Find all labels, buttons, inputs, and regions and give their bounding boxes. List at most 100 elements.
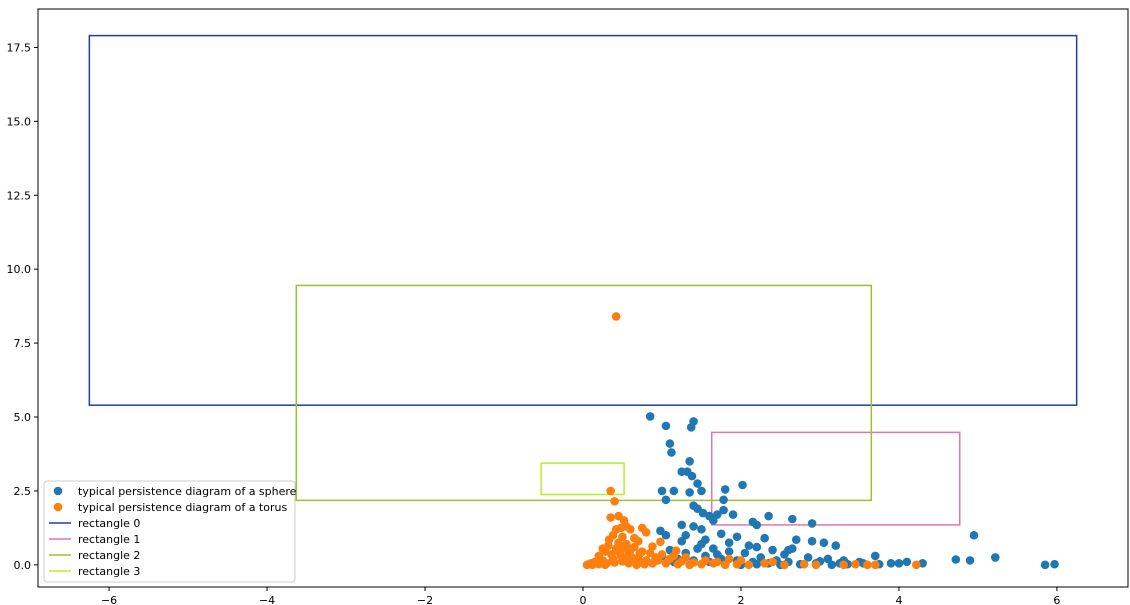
sphere-point [667, 448, 676, 457]
sphere-point [788, 544, 797, 553]
sphere-point [760, 533, 769, 543]
torus-point [614, 547, 623, 556]
torus-point [811, 560, 821, 570]
torus-point [606, 513, 615, 522]
torus-point [671, 546, 681, 555]
sphere-point [831, 541, 841, 550]
torus-point [641, 528, 651, 537]
x-tick-label: −2 [417, 594, 433, 605]
sphere-point [712, 550, 722, 559]
sphere-point [698, 508, 708, 518]
torus-point [744, 560, 754, 570]
x-tick-label: 4 [895, 594, 902, 605]
sphere-point [803, 553, 813, 562]
torus-point [724, 554, 734, 564]
sphere-point [724, 538, 734, 547]
torus-point [701, 556, 710, 565]
sphere-point [764, 511, 773, 521]
sphere-point [886, 559, 896, 568]
legend-label: rectangle 2 [78, 549, 140, 562]
sphere-point [709, 516, 718, 525]
legend-torus-marker [53, 502, 63, 512]
torus-point [839, 560, 848, 570]
sphere-point [686, 423, 696, 432]
torus-point [689, 558, 698, 567]
x-tick-label: 2 [737, 594, 744, 605]
torus-point [635, 549, 645, 558]
sphere-point [661, 530, 671, 540]
torus-point [712, 557, 722, 567]
sphere-point [669, 486, 679, 496]
sphere-point [819, 538, 829, 547]
sphere-point [677, 536, 687, 546]
sphere-point [780, 550, 789, 559]
y-tick-label: 7.5 [14, 337, 32, 350]
y-tick-label: 17.5 [7, 41, 32, 54]
sphere-point [689, 522, 698, 531]
sphere-point [870, 551, 880, 561]
torus-point [912, 560, 921, 570]
sphere-point [791, 535, 801, 544]
rectangle-1 [710, 431, 961, 526]
torus-point [630, 542, 639, 552]
sphere-point [687, 471, 697, 481]
torus-point [604, 535, 614, 544]
sphere-point [720, 485, 730, 494]
torus-point [610, 496, 619, 506]
sphere-point [716, 529, 726, 539]
torus-point [648, 542, 657, 551]
legend: typical persistence diagram of a sphere t… [43, 480, 297, 583]
torus-point [611, 312, 621, 321]
sphere-point [724, 547, 734, 556]
sphere-point [738, 480, 747, 490]
torus-point [656, 537, 665, 547]
sphere-point [701, 535, 710, 544]
sphere-point [965, 556, 975, 565]
x-tick-label: −6 [101, 594, 117, 605]
sphere-point [732, 532, 742, 542]
y-tick-label: 10.0 [7, 263, 32, 276]
torus-point [600, 560, 610, 570]
sphere-point [969, 530, 979, 540]
x-tick-label: 0 [580, 594, 587, 605]
sphere-point [685, 488, 694, 497]
torus-point [598, 544, 608, 553]
torus-point [626, 525, 635, 534]
sphere-point [661, 495, 671, 505]
y-tick-label: 2.5 [14, 485, 32, 498]
sphere-point [693, 544, 702, 553]
sphere-point [657, 486, 667, 496]
sphere-point [807, 536, 817, 546]
y-tick-label: 12.5 [7, 189, 32, 202]
sphere-point [685, 457, 694, 466]
x-tick-label: 6 [1053, 594, 1060, 605]
torus-point [651, 553, 660, 562]
sphere-point [665, 439, 675, 448]
legend-label: rectangle 3 [78, 565, 140, 578]
sphere-point [744, 541, 754, 550]
sphere-point [752, 520, 762, 530]
sphere-point [697, 486, 706, 496]
sphere-point [752, 542, 762, 552]
sphere-point [719, 505, 728, 515]
y-tick-label: 5.0 [14, 411, 32, 424]
sphere-point [768, 545, 777, 555]
rectangle-2 [295, 284, 873, 502]
y-tick-label: 0.0 [14, 559, 32, 572]
torus-point [780, 560, 789, 570]
torus-point [627, 556, 637, 566]
sphere-point [661, 421, 671, 431]
sphere-point [902, 557, 912, 567]
torus-point [681, 553, 690, 562]
legend-sphere-marker [53, 486, 63, 496]
rectangles-layer [88, 34, 1078, 526]
torus-point [870, 560, 880, 570]
torus-point [768, 557, 777, 567]
axes-layer: −6 −4 −2 0 2 4 6 0.0 2.5 5.0 7.5 10.0 12.5 15.0 17.5 [7, 8, 1129, 605]
sphere-point [1050, 559, 1059, 569]
sphere-point [827, 560, 837, 570]
rectangle-0 [88, 34, 1078, 406]
sphere-point [693, 479, 702, 488]
torus-point [799, 559, 809, 569]
